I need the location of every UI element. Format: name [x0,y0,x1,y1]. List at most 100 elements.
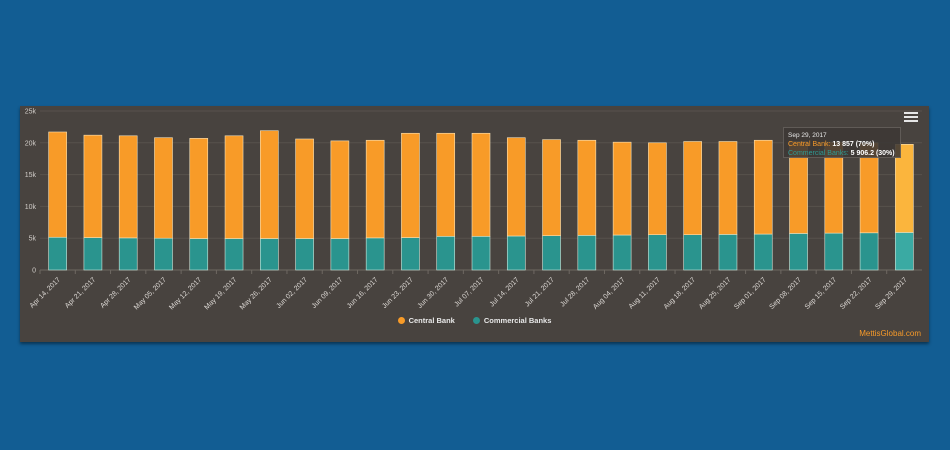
x-tick-label: Apr 21, 2017 [64,276,97,309]
bar-central-bank[interactable] [224,135,244,239]
x-tick-label: Jun 09, 2017 [311,276,345,310]
bar-commercial-banks[interactable] [824,232,844,271]
bar-commercial-banks[interactable] [718,234,738,271]
x-tick-label: Jul 07, 2017 [453,276,485,308]
bar-commercial-banks[interactable] [612,234,632,271]
y-tick-label: 15k [25,172,37,179]
y-tick-label: 10k [25,204,37,211]
bar-commercial-banks[interactable] [542,235,561,271]
tooltip-commercial-label: Commercial Banks: [788,150,849,157]
bar-central-bank[interactable] [118,135,138,239]
x-tick-label: May 12, 2017 [168,276,203,311]
y-tick-label: 5k [29,236,37,243]
bar-central-bank[interactable] [506,137,526,237]
bar-central-bank[interactable] [401,132,420,238]
y-tick-label: 0 [32,268,36,275]
bar-commercial-banks[interactable] [753,233,773,271]
tooltip-commercial-value: 5 906.2 (30%) [850,150,895,157]
x-tick-label: Sep 22, 2017 [839,276,873,310]
legend-label: Central Bank [408,316,455,325]
bar-commercial-banks[interactable] [365,237,385,271]
x-tick-label: Aug 04, 2017 [592,276,626,310]
bar-commercial-banks[interactable] [859,232,879,271]
bars [48,130,914,271]
x-tick-label: Jun 30, 2017 [417,276,451,310]
bar-central-bank[interactable] [471,132,491,237]
bar-central-bank[interactable] [542,139,561,236]
x-tick-label: Aug 25, 2017 [698,276,732,310]
tooltip-date: Sep 29, 2017 [788,132,827,139]
bar-commercial-banks[interactable] [260,238,279,271]
bar-commercial-banks[interactable] [295,238,314,271]
bar-commercial-banks[interactable] [789,233,808,271]
bar-commercial-banks[interactable] [895,232,914,271]
x-tick-label: Jun 02, 2017 [275,276,309,310]
bar-commercial-banks[interactable] [83,237,103,271]
legend-label: Commercial Banks [483,316,552,325]
x-tick-label: Aug 11, 2017 [628,276,662,310]
x-tick-label: Apr 28, 2017 [99,276,132,309]
x-tick-label: Jul 28, 2017 [559,276,591,308]
bar-central-bank[interactable] [718,141,738,235]
tooltip: Sep 29, 2017 Central Bank: 13 857 (70%) … [783,127,901,158]
bar-commercial-banks[interactable] [224,238,244,271]
x-tick-label: Sep 01, 2017 [733,276,767,310]
bar-central-bank[interactable] [189,138,209,239]
hamburger-menu-icon[interactable] [903,110,919,124]
bar-central-bank[interactable] [683,141,702,236]
bar-commercial-banks[interactable] [577,235,597,271]
bar-commercial-banks[interactable] [48,236,67,271]
x-tick-label: Jun 16, 2017 [346,276,380,310]
bar-commercial-banks[interactable] [189,238,209,271]
x-tick-label: May 19, 2017 [204,276,239,311]
bar-commercial-banks[interactable] [683,234,702,271]
bar-commercial-banks[interactable] [436,235,456,271]
x-axis-labels: Apr 14, 2017 Apr 21, 2017 Apr 28, 2017 May … [29,270,909,311]
x-tick-label: May 05, 2017 [133,276,168,311]
tooltip-commercial-row: Commercial Banks: 5 906.2 (30%) [788,149,896,158]
bar-commercial-banks[interactable] [118,237,138,271]
legend-item-central-bank[interactable]: Central Bank [397,316,455,325]
bar-central-bank[interactable] [330,140,350,239]
legend: Central Bank Commercial Banks [20,316,929,325]
bar-central-bank[interactable] [83,134,103,238]
chart-panel: 0 5k 10k 15k 20k 25k Apr 14, 2017 Apr 21, 2017… [20,106,929,342]
x-tick-label: Sep 29, 2017 [874,276,908,310]
x-tick-label: Aug 18, 2017 [663,276,697,310]
bar-central-bank[interactable] [48,131,67,238]
bar-central-bank[interactable] [753,139,773,235]
legend-marker-central-bank [397,317,405,324]
bar-central-bank[interactable] [365,139,385,239]
x-tick-label: Sep 15, 2017 [804,276,838,310]
x-tick-label: Jul 14, 2017 [489,276,521,308]
bar-commercial-banks[interactable] [330,238,350,271]
bar-central-bank[interactable] [577,139,597,236]
y-tick-label: 25k [25,109,37,116]
bar-commercial-banks[interactable] [401,237,420,271]
bar-central-bank[interactable] [895,144,914,233]
y-tick-label: 20k [25,140,37,147]
bar-commercial-banks[interactable] [648,234,667,271]
x-tick-label: Jul 21, 2017 [524,276,556,308]
x-tick-label: May 26, 2017 [239,276,274,311]
x-tick-label: Jun 23, 2017 [381,276,415,310]
x-tick-label: Apr 14, 2017 [29,276,62,309]
bar-commercial-banks[interactable] [471,235,491,271]
x-tick-label: Sep 08, 2017 [769,276,803,310]
bar-central-bank[interactable] [154,137,173,239]
credits-link[interactable]: MettisGlobal.com [859,329,921,338]
bar-central-bank[interactable] [612,141,632,236]
bar-central-bank[interactable] [436,132,456,237]
tooltip-central-label: Central Bank: [788,141,831,148]
bar-central-bank[interactable] [260,130,279,239]
tooltip-central-row: Central Bank: 13 857 (70%) [788,140,896,149]
legend-item-commercial-banks[interactable]: Commercial Banks [472,316,552,325]
bar-commercial-banks[interactable] [154,237,173,271]
tooltip-central-value: 13 857 (70%) [832,141,875,148]
y-axis-labels: 0 5k 10k 15k 20k 25k [25,109,37,275]
legend-marker-commercial-banks [472,317,480,324]
chart-plot: 0 5k 10k 15k 20k 25k Apr 14, 2017 Apr 21, 2017… [25,109,922,311]
bar-central-bank[interactable] [648,142,667,236]
bar-commercial-banks[interactable] [506,235,526,271]
bar-central-bank[interactable] [295,138,314,239]
